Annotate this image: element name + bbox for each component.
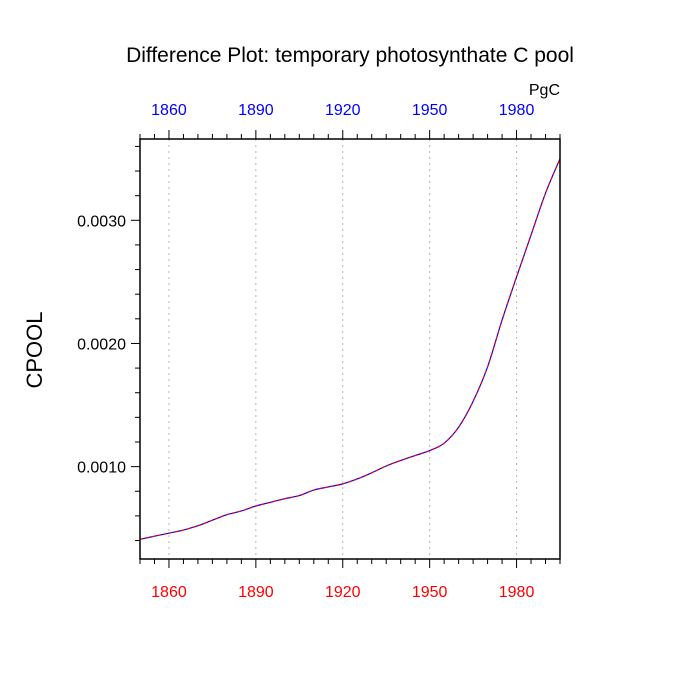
y-axis-title: CPOOL: [22, 311, 47, 388]
data-point: [342, 483, 343, 484]
chart-title: Difference Plot: temporary photosynthate…: [126, 44, 574, 67]
data-point: [168, 533, 169, 534]
x-tick-label-top-1860: 1860: [151, 102, 187, 119]
data-point: [270, 502, 271, 503]
data-point: [183, 529, 184, 530]
x-tick-label-top-1890: 1890: [238, 102, 274, 119]
data-point: [530, 234, 531, 235]
data-point: [458, 427, 459, 428]
data-point: [357, 478, 358, 479]
data-point: [516, 276, 517, 277]
data-point: [226, 514, 227, 515]
axis-tick-labels: 1860 1890 1920 1950 1980 1860 1890 1920 1950 1980…: [77, 102, 534, 601]
grid-lines: [168, 139, 518, 559]
data-point: [212, 520, 213, 521]
data-point: [386, 465, 387, 466]
x-tick-label-top-1980: 1980: [499, 102, 535, 119]
x-tick-label-top-1920: 1920: [325, 102, 361, 119]
data-point: [371, 472, 372, 473]
units-label: PgC: [529, 82, 560, 99]
x-tick-label-bottom-1980: 1980: [499, 584, 535, 601]
data-point: [313, 489, 314, 490]
data-point: [400, 460, 401, 461]
data-point: [284, 498, 285, 499]
data-point: [299, 495, 300, 496]
plot-frame: [139, 138, 561, 560]
data-point: [241, 510, 242, 511]
data-point: [487, 366, 488, 367]
x-tick-label-top-1950: 1950: [412, 102, 448, 119]
y-tick-label-0.0010: 0.0010: [77, 460, 126, 477]
data-point: [197, 525, 198, 526]
axis-ticks: [131, 130, 561, 568]
data-point: [545, 193, 546, 194]
data-point: [429, 450, 430, 451]
series-layer: [139, 158, 561, 540]
data-point: [328, 486, 329, 487]
data-point: [415, 455, 416, 456]
data-point: [255, 505, 256, 506]
data-point: [473, 401, 474, 402]
y-tick-label-0.0030: 0.0030: [77, 213, 126, 230]
x-tick-label-bottom-1920: 1920: [325, 584, 361, 601]
data-point: [501, 319, 502, 320]
series-line-dashed-overlay-0: [139, 158, 561, 540]
y-tick-label-0.0020: 0.0020: [77, 336, 126, 353]
x-tick-label-bottom-1890: 1890: [238, 584, 274, 601]
data-point: [154, 536, 155, 537]
data-point: [444, 443, 445, 444]
x-tick-label-bottom-1860: 1860: [151, 584, 187, 601]
x-tick-label-bottom-1950: 1950: [412, 584, 448, 601]
